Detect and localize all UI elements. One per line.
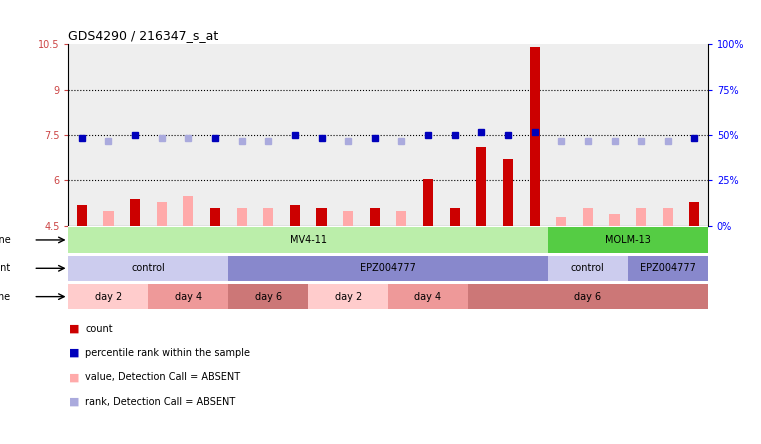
Bar [548,227,708,253]
Bar [103,210,113,226]
Bar [317,208,326,226]
Bar [228,256,548,281]
Text: count: count [85,324,113,333]
Text: GDS4290 / 216347_s_at: GDS4290 / 216347_s_at [68,29,218,42]
Text: day 6: day 6 [575,292,601,301]
Bar [130,198,140,226]
Bar [450,208,460,226]
Bar [157,202,167,226]
Bar [210,208,220,226]
Bar [423,179,433,226]
Text: rank, Detection Call = ABSENT: rank, Detection Call = ABSENT [85,397,235,407]
Bar [628,256,708,281]
Bar [68,227,548,253]
Bar [343,210,353,226]
Text: MV4-11: MV4-11 [290,235,326,245]
Text: EPZ004777: EPZ004777 [640,263,696,274]
Text: ■: ■ [68,397,79,407]
Bar [556,217,566,226]
Bar [636,208,646,226]
Bar [183,195,193,226]
Bar [148,284,228,309]
Bar [68,256,228,281]
Bar [663,208,673,226]
Bar [370,208,380,226]
Bar [228,284,308,309]
Text: day 2: day 2 [95,292,122,301]
Text: ■: ■ [68,324,79,333]
Text: MOLM-13: MOLM-13 [605,235,651,245]
Bar [468,284,708,309]
Bar [503,159,513,226]
Bar [583,208,593,226]
Text: ■: ■ [68,348,79,358]
Bar [610,214,619,226]
Bar [530,48,540,226]
Text: percentile rank within the sample: percentile rank within the sample [85,348,250,358]
Bar [476,147,486,226]
Text: control: control [571,263,605,274]
Text: control: control [132,263,165,274]
Text: day 6: day 6 [255,292,282,301]
Bar [308,284,388,309]
Text: EPZ004777: EPZ004777 [360,263,416,274]
Text: day 4: day 4 [175,292,202,301]
Bar [388,284,468,309]
Text: time: time [0,292,11,301]
Bar [237,208,247,226]
Text: ■: ■ [68,373,79,382]
Bar [396,210,406,226]
Text: value, Detection Call = ABSENT: value, Detection Call = ABSENT [85,373,240,382]
Bar [548,256,628,281]
Bar [689,202,699,226]
Bar [77,205,87,226]
Text: day 4: day 4 [415,292,441,301]
Bar [68,284,148,309]
Bar [263,208,273,226]
Text: cell line: cell line [0,235,11,245]
Bar [290,205,300,226]
Text: day 2: day 2 [335,292,361,301]
Text: agent: agent [0,263,11,274]
